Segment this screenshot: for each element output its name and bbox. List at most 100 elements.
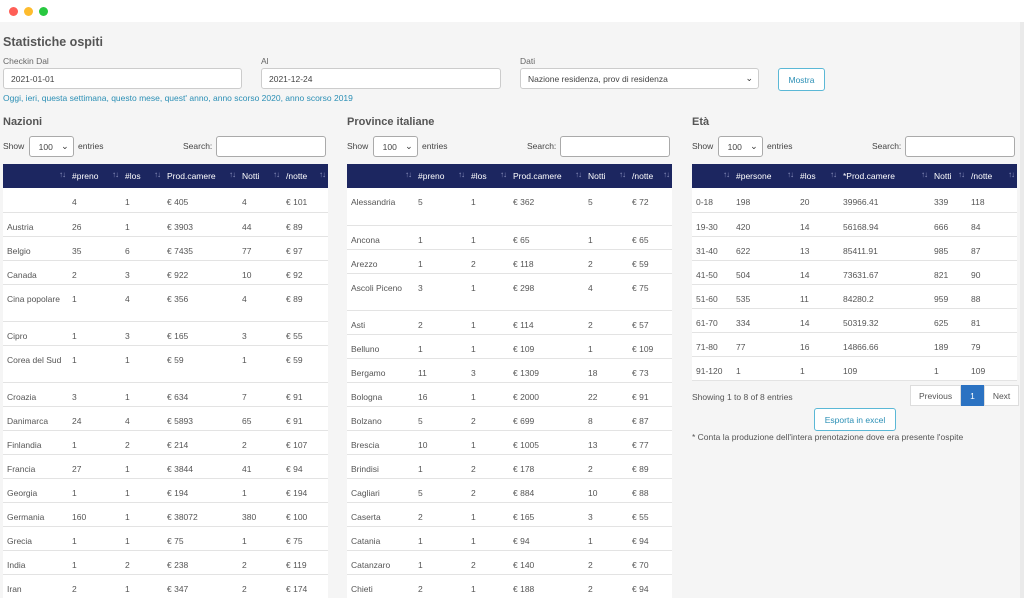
column-header[interactable]: Notti ↑↓ [930, 164, 967, 188]
column-header-label: *Prod.camere [843, 171, 895, 181]
table-cell: € 75 [628, 273, 672, 311]
eta-entries-select[interactable]: 100 ⌄ [717, 136, 763, 157]
table-header-row: ↑↓ #preno ↑↓ #los ↑↓ Prod.camere ↑↓ Notti ↑↓/not… [347, 164, 672, 188]
table-cell: 3 [414, 273, 467, 311]
close-window-button[interactable] [9, 7, 18, 16]
table-cell: 31-40 [692, 236, 732, 261]
table-cell: € 118 [509, 249, 584, 274]
checkin-date-input[interactable]: 2021-01-01 [3, 68, 242, 89]
mostra-button[interactable]: Mostra [778, 68, 825, 91]
pagination-page-1[interactable]: 1 [961, 385, 984, 406]
column-header[interactable]: Notti ↑↓ [584, 164, 628, 188]
column-header[interactable]: ↑↓ [347, 164, 414, 188]
column-header[interactable]: #los ↑↓ [467, 164, 509, 188]
table-row: 4 1 € 405 4 € 101 [3, 188, 328, 213]
nazioni-search-input[interactable] [216, 136, 327, 157]
table-row: 41-50 504 14 73631.67 821 90 [692, 260, 1017, 285]
table-cell: 5 [414, 406, 467, 431]
table-cell: 41-50 [692, 260, 732, 285]
table-cell: € 3844 [163, 454, 238, 479]
table-cell: Cagliari [347, 478, 414, 503]
sort-icon: ↑↓ [830, 170, 837, 179]
table-cell: € 91 [282, 406, 328, 431]
table-cell: € 109 [509, 334, 584, 359]
sort-icon: ↑↓ [458, 170, 465, 179]
province-search: Search: [527, 136, 671, 157]
table-header-row: ↑↓ #persone ↑↓ #los ↑↓ *Prod.camere ↑↓ Notti ↑↓ /… [692, 164, 1017, 188]
table-cell: € 5893 [163, 406, 238, 431]
table-cell: 1 [467, 430, 509, 455]
column-header[interactable]: /notte ↑↓ [967, 164, 1017, 188]
table-cell: 84 [967, 212, 1017, 237]
table-cell: € 75 [282, 526, 328, 551]
table-cell: Bolzano [347, 406, 414, 431]
column-header[interactable]: #los ↑↓ [121, 164, 163, 188]
column-header-label: /notte [632, 171, 654, 181]
column-header[interactable]: ↑↓ [692, 164, 732, 188]
table-cell: € 70 [628, 550, 672, 575]
table-cell: 87 [967, 236, 1017, 261]
table-cell: Cina popolare [3, 284, 68, 322]
pagination-previous[interactable]: Previous [910, 385, 962, 406]
column-header[interactable]: #los ↑↓ [796, 164, 839, 188]
column-header[interactable]: Notti ↑↓ [238, 164, 282, 188]
table-row: Catanzaro 1 2 € 140 2 € 70 [347, 550, 672, 575]
table-cell: Cipro [3, 321, 68, 346]
table-row: 61-70 334 14 50319.32 625 81 [692, 308, 1017, 333]
table-cell: € 114 [509, 310, 584, 335]
table-cell: 14 [796, 260, 839, 285]
province-search-input[interactable] [560, 136, 671, 157]
quick-date-links[interactable]: Oggi, ieri, questa settimana, questo mes… [3, 93, 353, 103]
table-cell: € 55 [628, 502, 672, 527]
table-cell: € 59 [163, 345, 238, 383]
table-cell: 1 [121, 502, 163, 527]
table-cell: 73631.67 [839, 260, 930, 285]
province-entries-select[interactable]: 100 ⌄ [372, 136, 418, 157]
column-header[interactable]: #preno ↑↓ [68, 164, 121, 188]
column-header[interactable]: /notte ↑↓ [282, 164, 328, 188]
al-date-input[interactable]: 2021-12-24 [261, 68, 501, 89]
table-cell: 26 [68, 212, 121, 237]
column-header[interactable]: /notte ↑↓ [628, 164, 672, 188]
table-cell: 39966.41 [839, 188, 930, 213]
table-cell: Bologna [347, 382, 414, 407]
column-header[interactable]: Prod.camere ↑↓ [509, 164, 584, 188]
column-header[interactable]: #preno ↑↓ [414, 164, 467, 188]
table-row: Belluno 1 1 € 109 1 € 109 [347, 334, 672, 359]
sort-icon: ↑↓ [921, 170, 928, 179]
table-row: Canada 2 3 € 922 10 € 92 [3, 260, 328, 285]
table-cell: € 699 [509, 406, 584, 431]
eta-title: Età [692, 116, 710, 128]
table-cell: 35 [68, 236, 121, 261]
table-cell: 2 [238, 430, 282, 455]
chevron-down-icon: ⌄ [750, 141, 758, 151]
dati-select[interactable]: Nazione residenza, prov di residenza ⌄ [520, 68, 759, 89]
table-cell: 2 [467, 454, 509, 479]
maximize-window-button[interactable] [39, 7, 48, 16]
table-cell: 1 [467, 225, 509, 250]
table-cell: 1 [121, 382, 163, 407]
column-header[interactable]: Prod.camere ↑↓ [163, 164, 238, 188]
eta-search-input[interactable] [905, 136, 1016, 157]
table-cell: 65 [238, 406, 282, 431]
table-cell: Belluno [347, 334, 414, 359]
table-row: 0-18 198 20 39966.41 339 118 [692, 188, 1017, 213]
table-cell: 81 [967, 308, 1017, 333]
table-cell: 1 [238, 526, 282, 551]
sort-icon: ↑↓ [229, 170, 236, 179]
table-row: Catania 1 1 € 94 1 € 94 [347, 526, 672, 551]
chevron-down-icon: ⌄ [61, 141, 69, 151]
table-row: Germania 160 1 € 38072 380 € 100 [3, 502, 328, 527]
table-cell: 2 [414, 502, 467, 527]
nazioni-entries-select[interactable]: 100 ⌄ [28, 136, 74, 157]
table-cell: 91-120 [692, 356, 732, 381]
table-row: 91-120 1 1 109 1 109 [692, 356, 1017, 381]
sort-icon: ↑↓ [787, 170, 794, 179]
table-cell: 56168.94 [839, 212, 930, 237]
export-excel-button[interactable]: Esporta in excel [814, 408, 896, 431]
column-header[interactable]: *Prod.camere ↑↓ [839, 164, 930, 188]
pagination-next[interactable]: Next [983, 385, 1020, 406]
column-header[interactable]: ↑↓ [3, 164, 68, 188]
column-header[interactable]: #persone ↑↓ [732, 164, 796, 188]
minimize-window-button[interactable] [24, 7, 33, 16]
